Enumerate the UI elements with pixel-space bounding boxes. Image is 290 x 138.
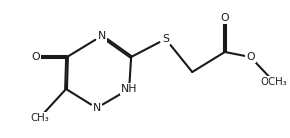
Text: OCH₃: OCH₃ [261, 77, 287, 87]
Text: O: O [31, 52, 40, 62]
Text: N: N [93, 103, 101, 113]
Text: O: O [220, 13, 229, 23]
Text: O: O [246, 52, 255, 62]
Text: NH: NH [121, 84, 137, 94]
Text: N: N [97, 31, 106, 41]
Text: S: S [162, 34, 169, 44]
Text: CH₃: CH₃ [30, 113, 49, 123]
